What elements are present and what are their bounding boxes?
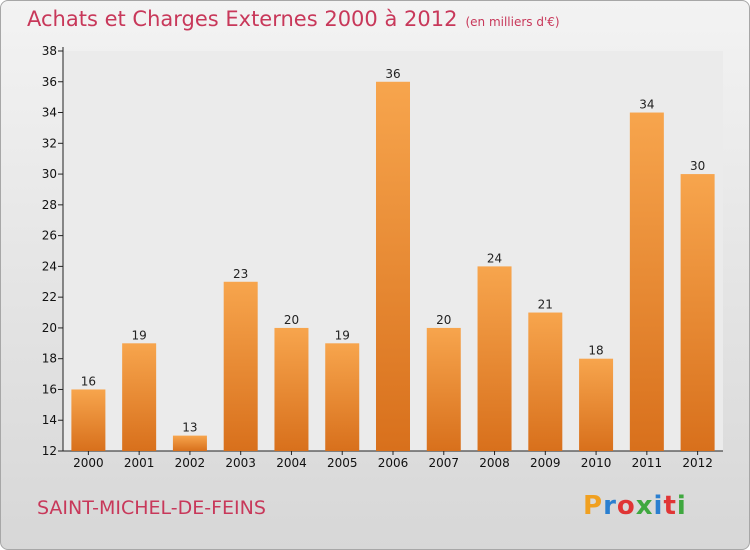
bar [426,327,461,451]
data-label: 24 [487,251,502,265]
chart-title: Achats et Charges Externes 2000 à 2012 (e… [27,7,560,31]
y-tick-label: 36 [42,75,57,89]
x-tick-label: 2005 [327,456,358,470]
x-tick-label: 2001 [124,456,155,470]
x-tick-label: 2011 [632,456,663,470]
y-tick-label: 20 [42,321,57,335]
y-tick-label: 30 [42,167,57,181]
y-tick-label: 22 [42,290,57,304]
x-tick-label: 2012 [682,456,713,470]
chart-title-text: Achats et Charges Externes 2000 à 2012 [27,7,458,31]
x-tick-label: 2006 [378,456,409,470]
y-tick-label: 32 [42,136,57,150]
data-label: 19 [335,328,350,342]
logo-letter: o [616,491,636,521]
data-label: 20 [436,313,451,327]
y-tick-label: 26 [42,229,57,243]
data-label: 34 [639,98,654,112]
x-tick-label: 2009 [530,456,561,470]
bar [477,266,512,451]
proxiti-logo[interactable]: Proxiti [583,491,687,521]
y-tick-label: 34 [42,106,57,120]
logo-letter: i [653,491,664,521]
bar [579,358,614,451]
logo-letter: P [583,491,604,521]
y-tick-label: 18 [42,352,57,366]
bar [376,81,410,452]
data-label: 36 [385,67,400,81]
logo-letter: t [663,491,677,521]
bar [274,327,309,451]
x-tick-label: 2007 [428,456,459,470]
x-tick-label: 2002 [175,456,206,470]
y-tick-label: 38 [42,44,57,58]
y-tick-label: 16 [42,382,57,396]
x-tick-label: 2000 [73,456,104,470]
bar [528,312,563,451]
x-tick-label: 2003 [225,456,256,470]
logo-letter: x [635,491,654,521]
data-label: 20 [284,313,299,327]
bar [71,389,106,451]
bar [680,174,715,452]
logo-letter: r [603,491,617,521]
y-tick-label: 24 [42,259,57,273]
data-label: 30 [690,159,705,173]
y-tick-label: 28 [42,198,57,212]
x-tick-label: 2010 [581,456,612,470]
bar [172,435,207,451]
data-label: 18 [588,344,603,358]
chart-subtitle: (en milliers d'€) [465,15,560,29]
data-label: 16 [81,374,96,388]
data-label: 21 [538,298,553,312]
bar [223,281,258,451]
data-label: 19 [132,328,147,342]
bar [325,343,360,451]
data-label: 23 [233,267,248,281]
bar [122,343,157,451]
y-tick-label: 14 [42,413,57,427]
data-label: 13 [182,421,197,435]
x-tick-label: 2004 [276,456,307,470]
logo-letter: i [676,491,687,521]
x-tick-label: 2008 [479,456,510,470]
y-tick-label: 12 [42,444,57,458]
bar [629,112,664,452]
commune-name: SAINT-MICHEL-DE-FEINS [37,497,266,519]
